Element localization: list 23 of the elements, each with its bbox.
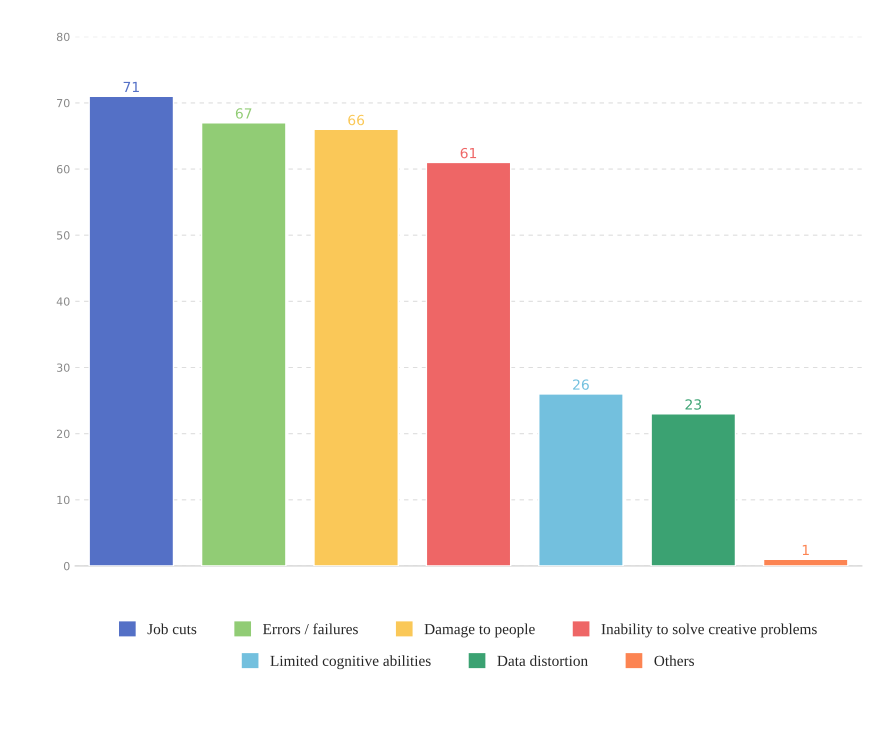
legend-label: Others: [654, 655, 694, 666]
data-label: 66: [348, 114, 364, 126]
legend-label: Data distortion: [497, 655, 588, 666]
legend-label: Job cuts: [148, 624, 196, 634]
legend-label: Limited cognitive abilities: [270, 655, 431, 670]
legend-label: Damage to people: [424, 624, 535, 638]
y-tick-label: 30: [56, 363, 70, 372]
y-tick-label: 50: [57, 231, 70, 240]
data-label: 1: [802, 544, 809, 556]
y-tick-label: 60: [56, 165, 70, 174]
y-tick-label: 10: [57, 496, 70, 504]
data-label: 61: [460, 148, 476, 158]
data-label: 67: [236, 108, 252, 119]
data-label: 26: [573, 379, 589, 390]
y-tick-label: 70: [57, 98, 70, 108]
y-tick-label: 80: [56, 32, 70, 42]
data-label: 71: [124, 82, 139, 92]
legend-label: Errors / failures: [262, 623, 358, 634]
y-tick-label: 20: [56, 430, 70, 438]
y-tick-label: 40: [56, 297, 70, 306]
data-label: 23: [685, 399, 702, 410]
legend-label: Inability to solve creative problems: [602, 624, 817, 638]
y-tick-label: 0: [64, 562, 70, 570]
